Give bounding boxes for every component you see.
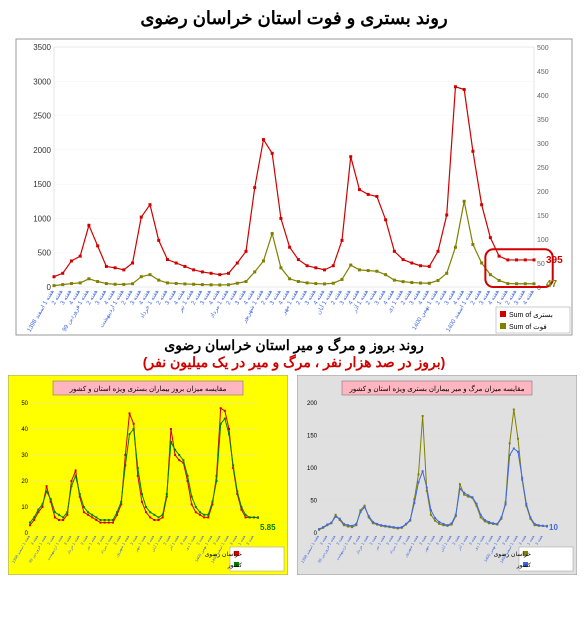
svg-text:400: 400: [537, 93, 549, 100]
svg-text:450: 450: [537, 69, 549, 76]
svg-text:10: 10: [549, 523, 558, 532]
svg-text:395: 395: [546, 255, 563, 266]
svg-text:2500: 2500: [33, 112, 51, 121]
sub-title-red: (بروز در صد هزار نفر ، مرگ و میر در یک م…: [0, 354, 588, 371]
svg-text:مقایسه میزان بروز بیماران بستر: مقایسه میزان بروز بیماران بستری ویژه است…: [69, 385, 227, 393]
svg-text:کشور: کشور: [516, 562, 531, 569]
svg-text:خراسان رضوی: خراسان رضوی: [205, 551, 243, 558]
svg-text:کشور: کشور: [227, 562, 242, 569]
small-chart-right: مقایسه میزان مرگ و میر بیماران بستری ویژ…: [297, 375, 580, 575]
svg-text:300: 300: [537, 141, 549, 148]
svg-text:50: 50: [21, 401, 28, 407]
svg-text:150: 150: [307, 434, 318, 440]
sub-title-black: روند بروز و مرگ و میر استان خراسان رضوی: [0, 337, 588, 354]
main-chart: 0500100015002000250030003500050100150200…: [14, 37, 574, 337]
svg-text:خراسان رضوی: خراسان رضوی: [494, 551, 532, 558]
svg-text:20: 20: [21, 479, 28, 485]
svg-text:50: 50: [537, 261, 545, 268]
svg-text:3000: 3000: [33, 77, 51, 86]
svg-text:500: 500: [38, 249, 52, 258]
svg-text:47: 47: [546, 279, 558, 290]
main-chart-svg: 0500100015002000250030003500050100150200…: [14, 37, 574, 337]
svg-text:250: 250: [537, 165, 549, 172]
small-charts-row: مقایسه میزان بروز بیماران بستری ویژه است…: [0, 371, 588, 579]
small-chart-left: مقایسه میزان بروز بیماران بستری ویژه است…: [8, 375, 291, 575]
svg-text:40: 40: [21, 427, 28, 433]
small-left-svg: مقایسه میزان بروز بیماران بستری ویژه است…: [8, 375, 288, 575]
svg-text:50: 50: [310, 499, 317, 505]
svg-text:30: 30: [21, 453, 28, 459]
svg-text:350: 350: [537, 117, 549, 124]
svg-text:1000: 1000: [33, 214, 51, 223]
svg-text:2000: 2000: [33, 146, 51, 155]
main-title: روند بستری و فوت استان خراسان رضوی: [0, 0, 588, 37]
svg-text:100: 100: [307, 466, 318, 472]
small-right-svg: مقایسه میزان مرگ و میر بیماران بستری ویژ…: [297, 375, 577, 575]
svg-text:10: 10: [21, 505, 28, 511]
svg-text:100: 100: [537, 237, 549, 244]
svg-text:200: 200: [537, 189, 549, 196]
svg-text:3500: 3500: [33, 43, 51, 52]
svg-text:5.85: 5.85: [260, 523, 276, 532]
svg-text:Sum of بستری: Sum of بستری: [509, 312, 553, 319]
svg-text:150: 150: [537, 213, 549, 220]
svg-text:Sum of فوت: Sum of فوت: [509, 324, 547, 331]
svg-text:500: 500: [537, 45, 549, 52]
svg-text:1500: 1500: [33, 180, 51, 189]
svg-text:200: 200: [307, 401, 318, 407]
svg-text:مقایسه میزان مرگ و میر بیماران: مقایسه میزان مرگ و میر بیماران بستری ویژ…: [349, 384, 525, 393]
